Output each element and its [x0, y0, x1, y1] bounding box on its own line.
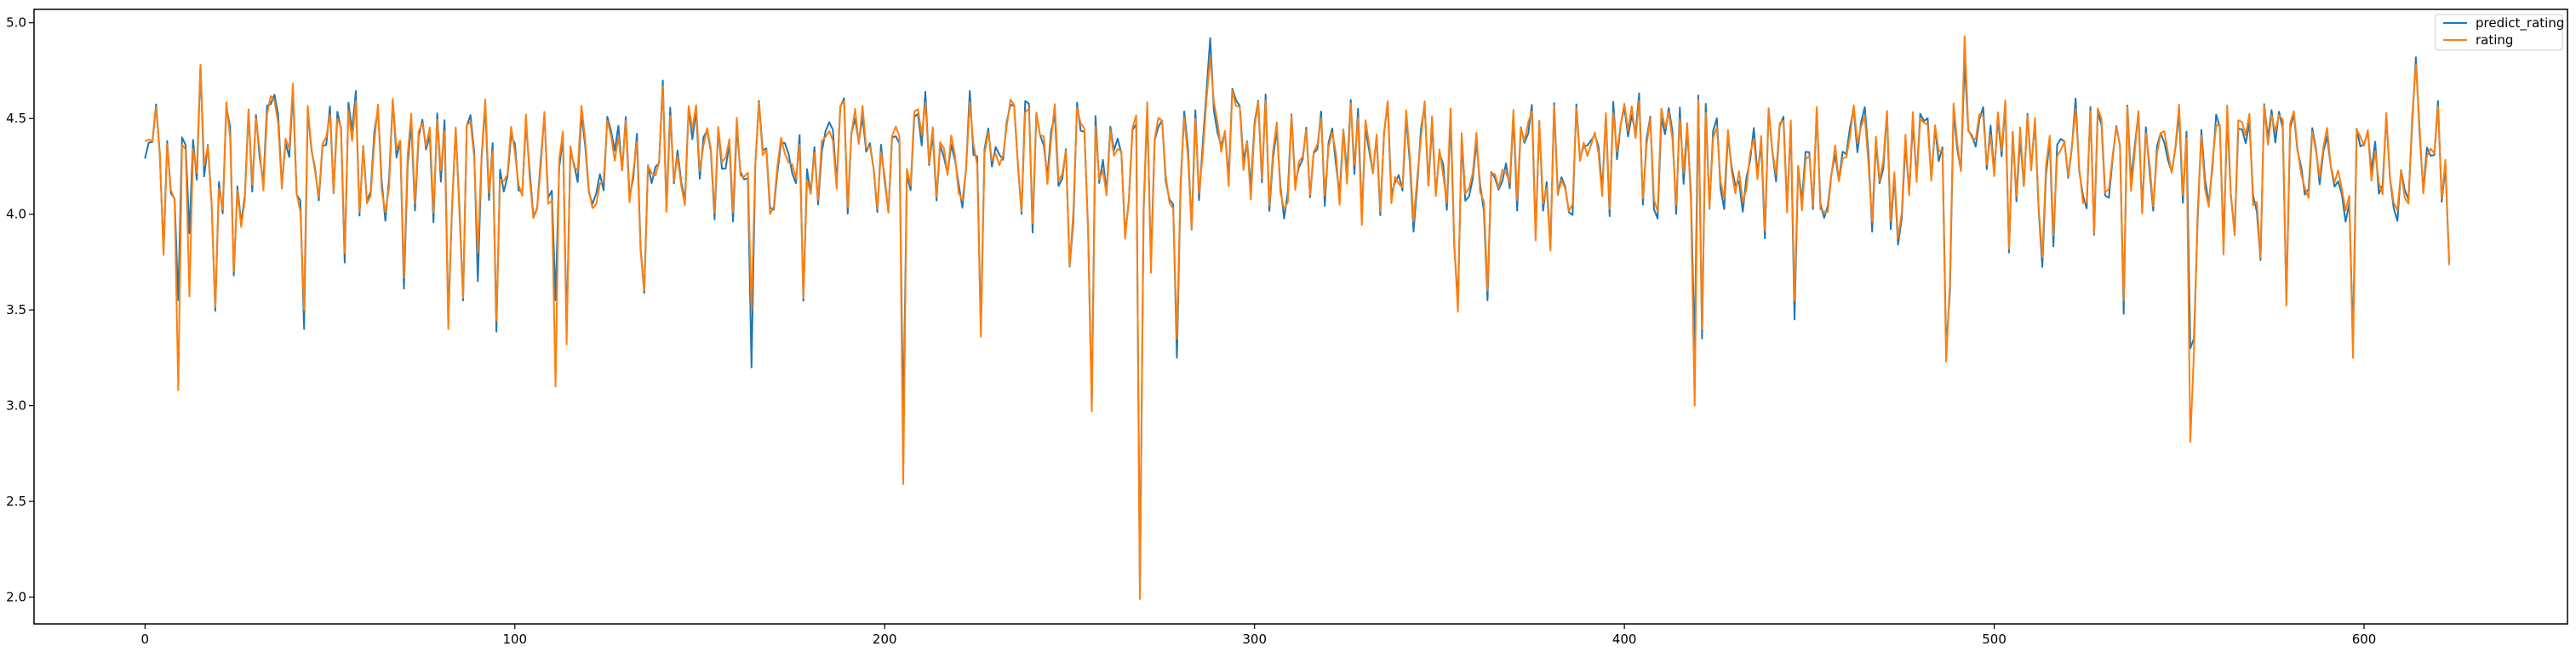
x-tick-label: 600 [2352, 632, 2377, 647]
y-tick-label: 3.5 [6, 302, 26, 317]
x-tick-label: 100 [502, 632, 527, 647]
y-tick-label: 3.0 [6, 398, 26, 414]
legend-label-rating: rating [2476, 32, 2513, 48]
x-axis: 0 100 200 300 400 500 600 [141, 624, 2377, 647]
x-tick-label: 0 [141, 632, 150, 647]
series-line-rating [144, 35, 2450, 600]
legend-box [2435, 14, 2563, 51]
legend-label-predict-rating: predict_rating [2476, 15, 2564, 31]
y-tick-label: 4.0 [6, 207, 26, 222]
plot-frame [33, 9, 2568, 625]
y-tick-label: 4.5 [6, 111, 26, 126]
y-tick-label: 5.0 [6, 15, 26, 31]
y-tick-label: 2.0 [6, 590, 26, 605]
x-tick-label: 500 [1982, 632, 2006, 647]
y-tick-label: 2.5 [6, 494, 26, 509]
y-axis: 2.0 2.5 3.0 3.5 4.0 4.5 5.0 [6, 15, 34, 605]
series-rating [144, 35, 2450, 600]
x-tick-label: 400 [1612, 632, 1637, 647]
series-layer [144, 35, 2450, 600]
x-tick-label: 200 [873, 632, 897, 647]
x-tick-label: 300 [1242, 632, 1267, 647]
legend: predict_rating rating [2435, 14, 2564, 51]
